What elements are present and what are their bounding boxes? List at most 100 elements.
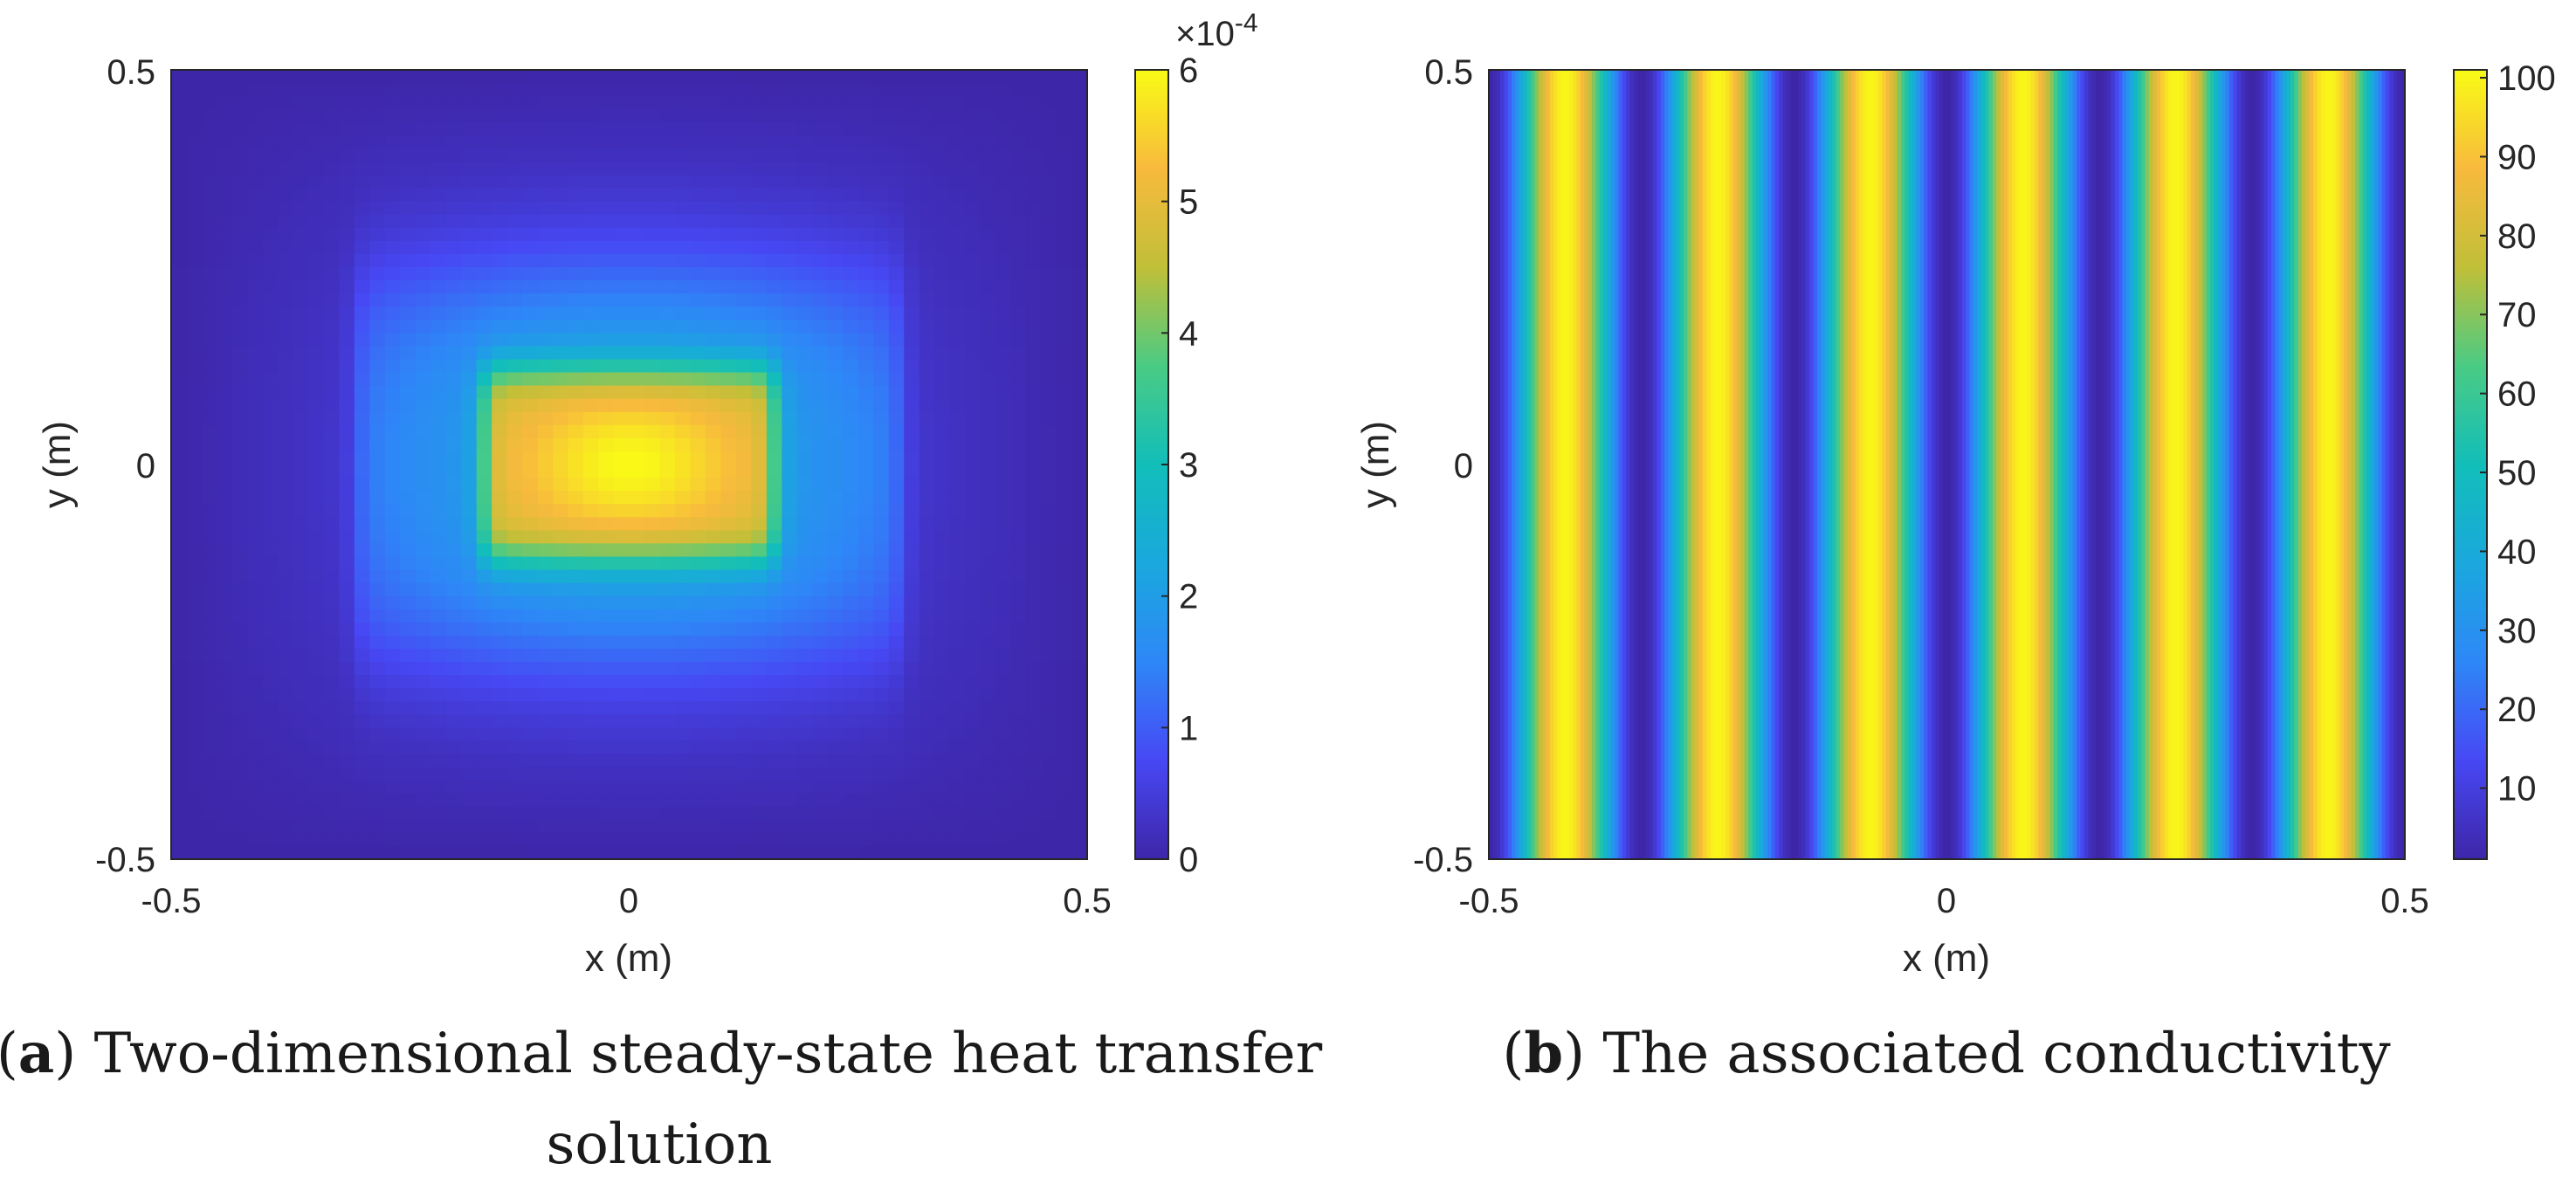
heatmap-cell xyxy=(614,109,630,123)
heatmap-cell xyxy=(995,96,1012,110)
heatmap-cell xyxy=(445,622,462,637)
heatmap-cell xyxy=(995,437,1012,452)
heatmap-cell xyxy=(522,83,539,97)
heatmap-stripe xyxy=(1847,70,1852,859)
heatmap-cell xyxy=(614,622,630,637)
heatmap-cell xyxy=(1071,306,1087,320)
heatmap-cell xyxy=(568,648,584,663)
heatmap-cell xyxy=(1041,372,1057,387)
heatmap-cell xyxy=(522,582,539,597)
heatmap-cell xyxy=(614,740,630,755)
heatmap-cell xyxy=(1071,227,1087,242)
heatmap-cell xyxy=(766,569,782,584)
heatmap-cell xyxy=(735,491,752,505)
heatmap-cell xyxy=(415,517,431,531)
heatmap-cell xyxy=(751,714,768,728)
heatmap-cell xyxy=(231,845,249,859)
heatmap-cell xyxy=(782,240,798,255)
heatmap-cell xyxy=(445,70,462,84)
heatmap-cell xyxy=(980,175,996,189)
heatmap-cell xyxy=(1057,214,1073,229)
heatmap-cell xyxy=(400,780,417,795)
heatmap-cell xyxy=(934,162,951,176)
heatmap-cell xyxy=(430,701,447,715)
heatmap-stripe xyxy=(1568,70,1574,859)
heatmap-cell xyxy=(919,398,935,413)
heatmap-cell xyxy=(231,359,249,374)
heatmap-cell xyxy=(1010,504,1027,518)
heatmap-cell xyxy=(247,424,264,439)
heatmap-cell xyxy=(659,609,676,623)
heatmap-cell xyxy=(461,398,478,413)
x-tick-label: 0.5 xyxy=(2380,882,2429,920)
heatmap-cell xyxy=(1026,648,1043,663)
heatmap-cell xyxy=(904,504,920,518)
heatmap-cell xyxy=(476,754,492,768)
heatmap-cell xyxy=(858,543,874,558)
heatmap-cell xyxy=(598,832,615,847)
heatmap-cell xyxy=(796,780,813,795)
heatmap-cell xyxy=(812,267,829,281)
heatmap-cell xyxy=(766,424,782,439)
heatmap-cell xyxy=(735,504,752,518)
heatmap-cell xyxy=(323,201,340,216)
heatmap-cell xyxy=(278,424,294,439)
heatmap-cell xyxy=(888,596,905,610)
heatmap-cell xyxy=(231,227,249,242)
heatmap-cell xyxy=(598,280,615,294)
heatmap-cell xyxy=(1057,740,1073,755)
heatmap-cell xyxy=(873,227,890,242)
heatmap-cell xyxy=(262,582,279,597)
heatmap-cell xyxy=(553,214,569,229)
heatmap-cell xyxy=(293,411,309,426)
heatmap-cell xyxy=(384,70,401,84)
heatmap-cell xyxy=(1026,582,1043,597)
heatmap-cell xyxy=(980,819,996,834)
heatmap-cell xyxy=(995,465,1012,478)
heatmap-cell xyxy=(796,253,813,268)
heatmap-cell xyxy=(674,832,692,847)
heatmap-cell xyxy=(553,845,569,859)
heatmap-cell xyxy=(690,267,706,281)
heatmap-cell xyxy=(843,491,859,505)
heatmap-cell xyxy=(400,569,417,584)
heatmap-cell xyxy=(430,767,447,781)
heatmap-cell xyxy=(843,293,859,307)
heatmap-cell xyxy=(659,293,676,307)
heatmap-cell xyxy=(690,227,706,242)
heatmap-cell xyxy=(674,240,692,255)
heatmap-cell xyxy=(400,306,417,320)
heatmap-cell xyxy=(843,411,859,426)
heatmap-cell xyxy=(827,491,844,505)
heatmap-cell xyxy=(461,188,478,203)
heatmap-stripe xyxy=(1782,70,1787,859)
heatmap-cell xyxy=(400,675,417,689)
heatmap-cell xyxy=(537,609,554,623)
heatmap-cell xyxy=(384,437,401,452)
heatmap-cell xyxy=(293,648,309,663)
heatmap-stripe xyxy=(1943,70,1948,859)
heatmap-cell xyxy=(766,83,782,97)
heatmap-cell xyxy=(690,845,706,859)
heatmap-cell xyxy=(995,622,1012,637)
heatmap-cell xyxy=(217,148,233,163)
heatmap-cell xyxy=(782,267,798,281)
heatmap-cell xyxy=(812,333,829,347)
heatmap-cell xyxy=(965,543,981,558)
heatmap-stripe xyxy=(2114,70,2119,859)
heatmap-cell xyxy=(293,70,309,84)
heatmap-cell xyxy=(919,293,935,307)
heatmap-cell xyxy=(1010,306,1027,320)
heatmap-stripe xyxy=(1698,70,1704,859)
heatmap-cell xyxy=(1041,740,1057,755)
heatmap-cell xyxy=(461,714,478,728)
heatmap-cell xyxy=(308,569,325,584)
heatmap-cell xyxy=(751,293,768,307)
heatmap-cell xyxy=(247,293,264,307)
heatmap-cell xyxy=(735,622,752,637)
heatmap-cell xyxy=(934,214,951,229)
heatmap-cell xyxy=(965,293,981,307)
heatmap-cell xyxy=(720,293,737,307)
heatmap-cell xyxy=(231,740,249,755)
heatmap-cell xyxy=(735,635,752,650)
